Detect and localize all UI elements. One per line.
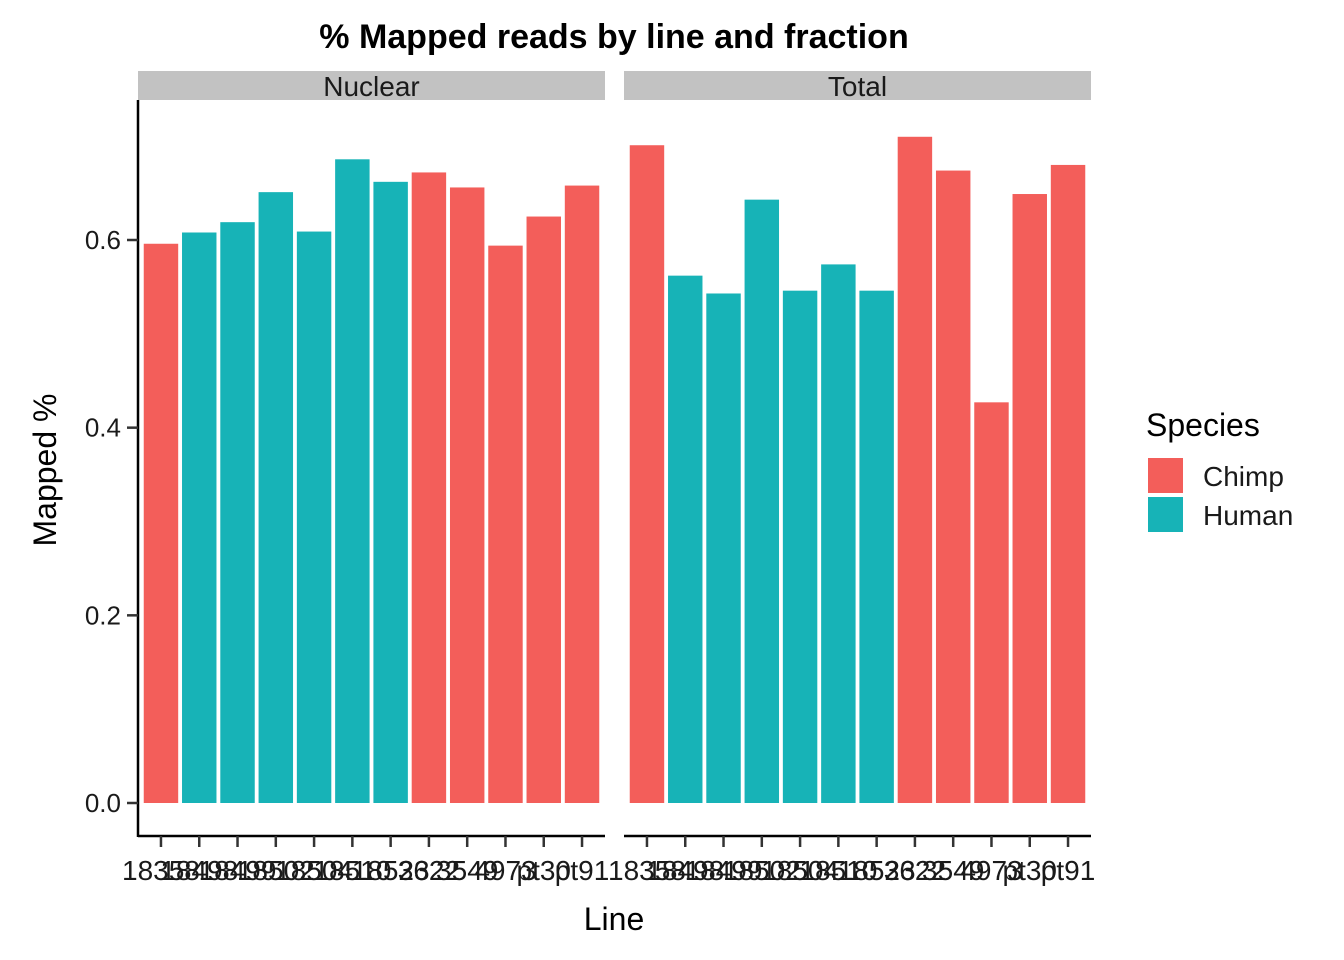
panel-total: Total 18358184981849918502185041851018523… (608, 71, 1095, 886)
facet-strip-label: Total (828, 71, 887, 102)
x-tick-label: 18358 (122, 855, 200, 886)
bar-total-18510 (821, 264, 856, 803)
x-tick-label: 18504 (761, 855, 839, 886)
bar-nuclear-18523 (373, 181, 408, 803)
bar-nuclear-18502 (258, 192, 294, 803)
facet-strip (138, 71, 605, 100)
y-tick-label: 0.4 (85, 413, 121, 443)
bar-nuclear-4973 (488, 245, 523, 803)
x-tick-label: 18498 (160, 855, 238, 886)
bar-total-18358 (629, 145, 665, 803)
x-axis-label: Line (584, 901, 645, 937)
x-tick-label: 18358 (608, 855, 686, 886)
x-tick-label: 4973 (960, 855, 1022, 886)
y-axis-label: Mapped % (27, 394, 63, 547)
y-tick-label: 0.0 (85, 788, 121, 818)
legend-items: Chimp Human (1148, 458, 1293, 532)
bar-total-pt30 (1012, 194, 1047, 803)
x-tick-label: 18523 (352, 855, 430, 886)
bar-total-18499 (706, 293, 741, 803)
bar-nuclear-18510 (335, 159, 370, 803)
y-tick-label: 0.2 (85, 600, 121, 630)
legend-label-human: Human (1203, 500, 1293, 531)
x-tick-label: 3622 (398, 855, 460, 886)
facet-panels: Nuclear183581849818499185021850418510185… (122, 71, 1095, 886)
bar-total-3549 (935, 170, 971, 803)
bar-total-pt91 (1050, 164, 1086, 803)
x-tick-label: 18504 (275, 855, 353, 886)
y-axis: 0.0 0.2 0.4 0.6 (85, 100, 140, 837)
x-tick-label: 4973 (474, 855, 536, 886)
x-tick-label: 18499 (199, 855, 277, 886)
x-tick-label: 18502 (237, 855, 315, 886)
bar-nuclear-pt30 (526, 216, 561, 803)
facet-strip (624, 71, 1091, 100)
bar-nuclear-18504 (296, 231, 332, 803)
x-tick-label: 18499 (685, 855, 763, 886)
legend-swatch-human (1148, 497, 1183, 532)
x-tick-label: 3622 (884, 855, 946, 886)
bar-nuclear-pt91 (564, 185, 600, 803)
bar-total-4973 (974, 402, 1009, 803)
x-tick-label: pt30 (1003, 855, 1058, 886)
facet-strip-label: Nuclear (323, 71, 419, 102)
x-tick-label: pt91 (1041, 855, 1096, 886)
legend-swatch-chimp (1148, 458, 1183, 493)
bar-total-18523 (859, 290, 894, 803)
x-tick-label: 3549 (436, 855, 498, 886)
bar-nuclear-18498 (182, 232, 217, 803)
x-tick-label: 18510 (799, 855, 877, 886)
legend: Species Chimp Human (1146, 407, 1293, 532)
x-tick-label: 3549 (922, 855, 984, 886)
bar-nuclear-18358 (143, 243, 179, 804)
bar-nuclear-18499 (220, 222, 255, 804)
bar-total-18504 (782, 290, 818, 803)
x-tick-label: pt30 (517, 855, 572, 886)
legend-label-chimp: Chimp (1203, 461, 1284, 492)
x-tick-label: 18523 (838, 855, 916, 886)
bar-total-3622 (897, 136, 933, 804)
y-tick-label: 0.6 (85, 225, 121, 255)
bar-nuclear-3549 (449, 187, 485, 803)
bar-total-18502 (744, 199, 780, 803)
x-tick-label: pt91 (555, 855, 610, 886)
bar-total-18498 (668, 275, 703, 803)
x-tick-label: 18502 (723, 855, 801, 886)
x-tick-label: 18498 (646, 855, 724, 886)
legend-title: Species (1146, 407, 1260, 443)
x-tick-label: 18510 (313, 855, 391, 886)
chart-title: % Mapped reads by line and fraction (319, 18, 908, 56)
panel-nuclear: Nuclear 183581849818499185021850418510185… (122, 71, 609, 886)
bar-nuclear-3622 (411, 172, 447, 803)
